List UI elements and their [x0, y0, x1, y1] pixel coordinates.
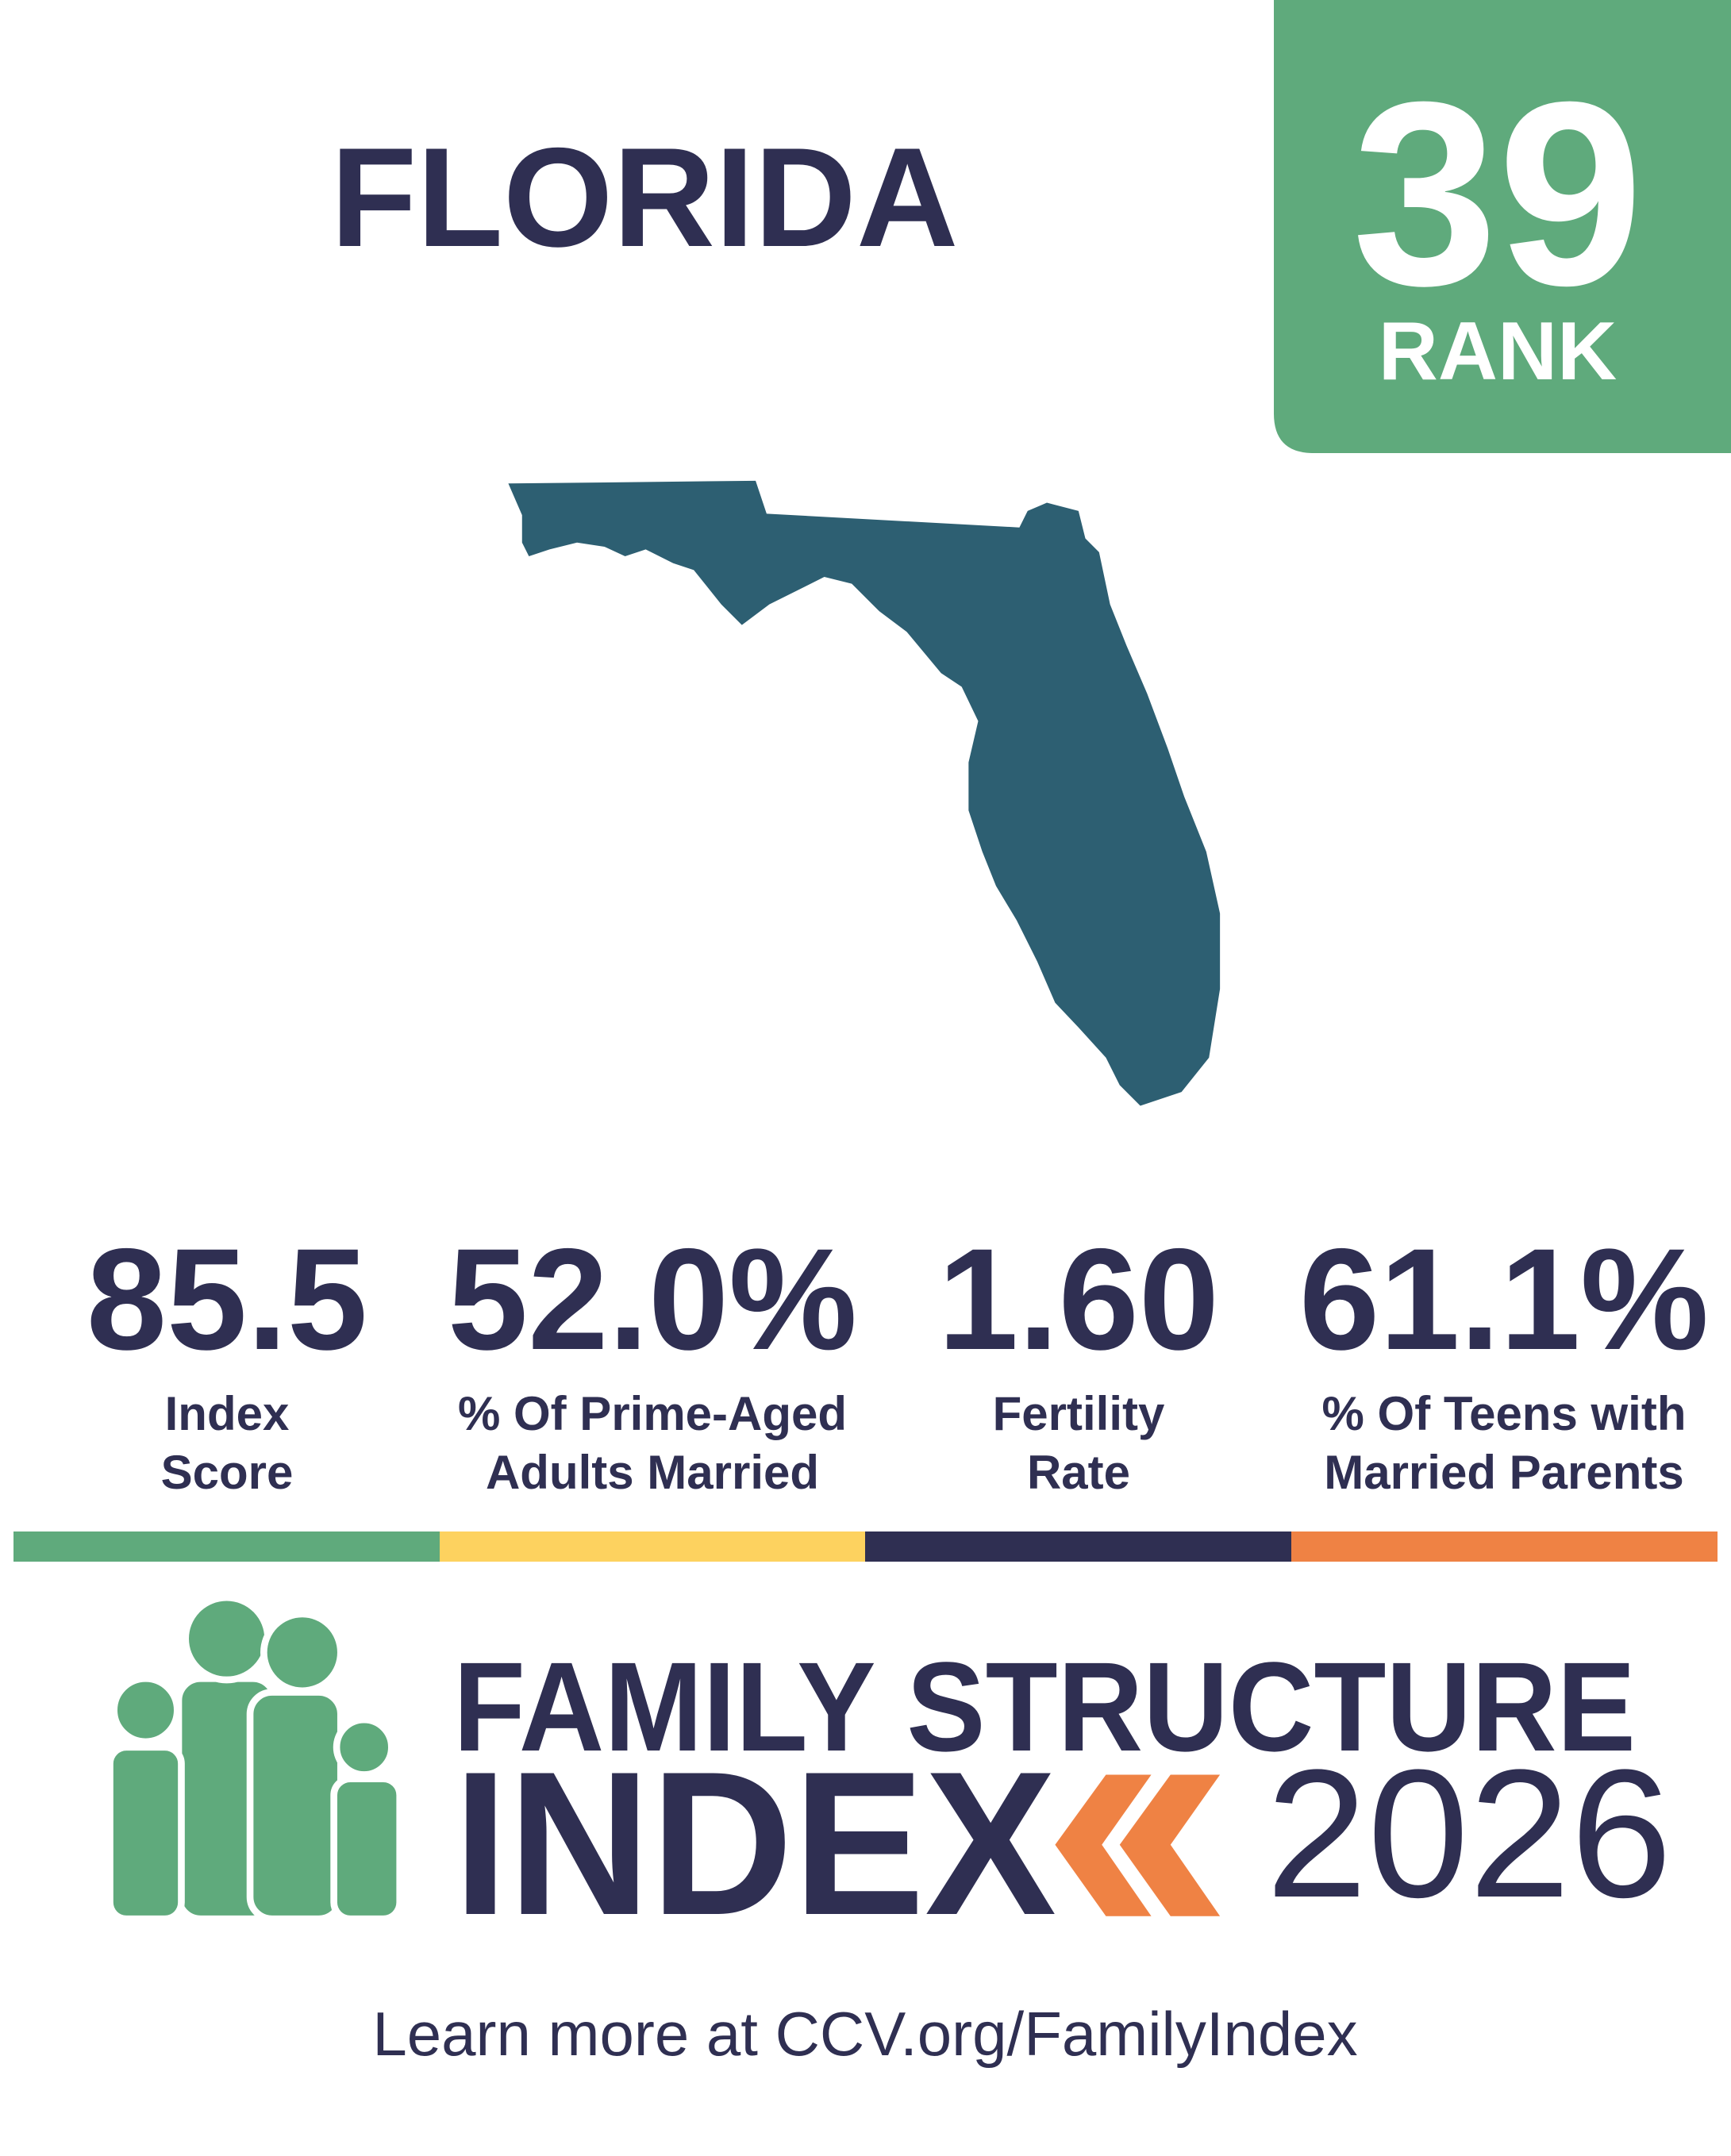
state-map	[508, 480, 1221, 1106]
color-bar	[13, 1531, 1718, 1562]
chevrons	[1055, 1774, 1221, 1916]
rank-value: 39	[1352, 47, 1643, 340]
child-head	[333, 1716, 395, 1778]
stat-label: % Of Teens with	[1322, 1387, 1687, 1440]
adult-head	[182, 1593, 271, 1684]
child-head	[110, 1674, 181, 1746]
logo-line2: INDEX	[453, 1728, 1057, 1958]
stat-label: Fertility	[993, 1387, 1165, 1440]
stats: 85.5 Index Score 52.0% % Of Prime-Aged A…	[87, 1218, 1709, 1499]
stat-value: 85.5	[87, 1218, 367, 1380]
logo-year: 2026	[1266, 1731, 1672, 1935]
bar-segment	[440, 1531, 865, 1562]
stat-label: Score	[161, 1446, 294, 1499]
family-icon	[106, 1593, 404, 1923]
stat-label: Rate	[1027, 1446, 1130, 1499]
stat-value: 61.1%	[1299, 1218, 1709, 1380]
adult-body	[246, 1689, 344, 1923]
stat-value: 52.0%	[448, 1218, 857, 1380]
stat-label: % Of Prime-Aged	[458, 1387, 847, 1440]
stat-label: Married Parents	[1324, 1446, 1684, 1499]
rank-label: RANK	[1379, 306, 1617, 398]
footer-link: Learn more at CCV.org/FamilyIndex	[372, 1999, 1357, 2069]
adult-head	[260, 1610, 344, 1695]
bar-segment	[1291, 1531, 1718, 1562]
chevron	[1055, 1774, 1152, 1916]
rank-box	[1274, 0, 1731, 453]
child-body	[330, 1775, 404, 1923]
stat-label: Adults Married	[486, 1446, 819, 1499]
stat-value: 1.60	[938, 1218, 1219, 1380]
state-title: FLORIDA	[330, 118, 958, 276]
logo-line1: FAMILY STRUCTURE	[453, 1635, 1636, 1777]
chevron	[1119, 1774, 1221, 1916]
bar-segment	[13, 1531, 440, 1562]
child-body	[106, 1743, 185, 1923]
bar-segment	[865, 1531, 1291, 1562]
stat-label: Index	[165, 1387, 290, 1440]
florida-shape	[508, 480, 1221, 1106]
